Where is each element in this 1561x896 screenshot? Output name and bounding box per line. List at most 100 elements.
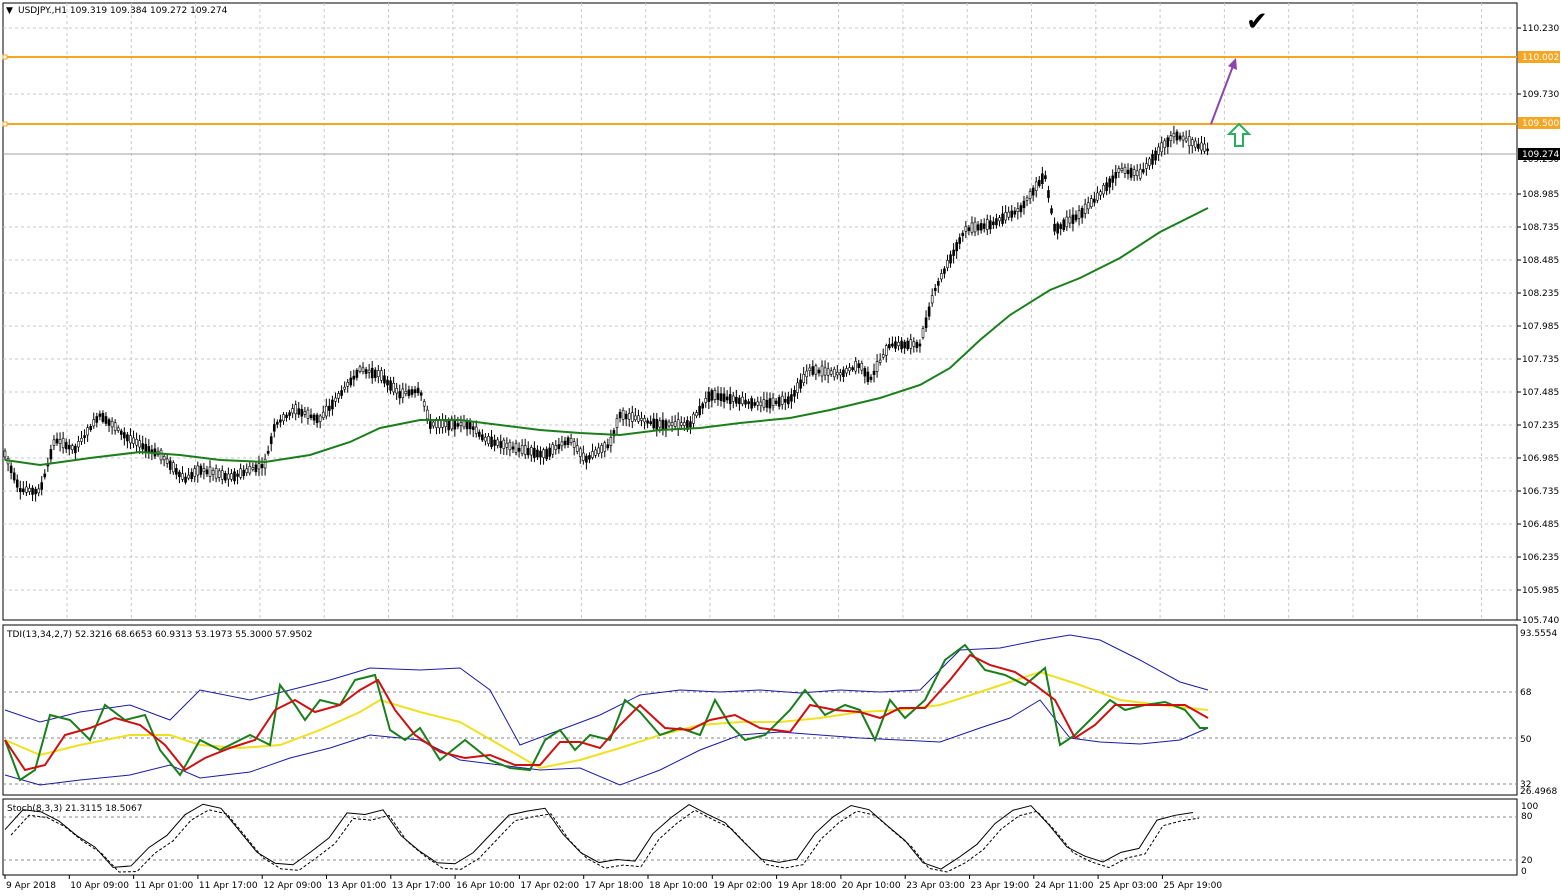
candle	[722, 387, 726, 409]
candle	[1194, 137, 1197, 152]
candle	[548, 443, 551, 461]
candle	[208, 460, 212, 483]
level-label-109500: 109.500	[1518, 117, 1560, 129]
candle	[780, 391, 784, 410]
candle	[964, 221, 968, 239]
candle	[560, 435, 564, 452]
candle	[1010, 205, 1014, 222]
candle	[881, 348, 885, 360]
candle	[312, 413, 316, 425]
candle	[334, 392, 337, 407]
level-line-110002[interactable]	[2, 54, 1517, 60]
candle	[276, 419, 279, 429]
candle	[236, 469, 239, 485]
horizontal-levels[interactable]	[2, 54, 1517, 127]
price-tick-label: 108.485	[1522, 256, 1559, 266]
candle	[224, 470, 227, 484]
candle	[230, 469, 233, 482]
candle	[1132, 165, 1136, 182]
candle	[970, 216, 974, 236]
time-tick-label: 23 Apr 03:00	[906, 881, 965, 891]
candle	[924, 310, 928, 333]
candle	[1007, 206, 1010, 221]
candle	[667, 419, 671, 429]
candle	[829, 367, 833, 377]
stoch-signal-line	[10, 809, 1200, 873]
candle	[1117, 165, 1121, 179]
stoch-axis-20: 20	[1521, 856, 1533, 866]
candle	[790, 388, 793, 409]
candle	[1086, 196, 1090, 215]
stoch-levels	[3, 816, 1517, 861]
candle	[817, 367, 821, 377]
candle	[190, 468, 193, 483]
candle	[768, 392, 772, 414]
tdi-indicator-pane[interactable]: TDI(13,34,2,7) 52.3216 68.6653 60.9313 5…	[2, 624, 1518, 796]
candle	[386, 376, 389, 393]
candle	[1028, 188, 1032, 204]
price-tick-label: 105.740	[1522, 616, 1559, 626]
time-tick-label: 11 Apr 17:00	[199, 881, 258, 891]
candle	[1096, 186, 1099, 204]
chart-header: ▼ USDJPY.,H1 109.319 109.384 109.272 109…	[6, 6, 228, 16]
symbol-ohlc-label: USDJPY.,H1 109.319 109.384 109.272 109.2…	[18, 6, 228, 16]
candle	[1108, 176, 1111, 194]
check-icon[interactable]: ✔	[1246, 7, 1268, 37]
candle	[373, 367, 377, 382]
candle	[1013, 206, 1017, 218]
price-tick-label: 107.235	[1522, 421, 1559, 431]
candle	[297, 401, 301, 418]
time-axis[interactable]: 9 Apr 2018 10 Apr 09:00 11 Apr 01:00 11 Apr…	[4, 875, 1222, 891]
time-tick-label: 13 Apr 01:00	[328, 881, 387, 891]
candle	[40, 476, 44, 496]
price-axis[interactable]: 110.230 109.730 108.985 108.735 108.485 108.2…	[1517, 24, 1560, 626]
candle	[979, 219, 983, 234]
candle	[698, 398, 701, 418]
candle	[471, 422, 475, 438]
candle	[630, 405, 634, 429]
candle	[288, 410, 291, 420]
candle	[851, 365, 854, 372]
candle	[765, 392, 769, 413]
candle	[1068, 209, 1072, 229]
main-price-pane[interactable]: ✔ ▼ USDJPY.,H1 109.319 109.384 109.272 1…	[2, 2, 1518, 621]
candle	[404, 383, 408, 397]
up-arrow-icon[interactable]	[1226, 122, 1252, 147]
candle	[67, 439, 71, 456]
candle	[949, 250, 952, 268]
candle	[1001, 205, 1004, 227]
chart-collapse-marker[interactable]: ▼	[6, 6, 13, 16]
candle	[64, 438, 68, 453]
candle	[86, 424, 89, 442]
candle	[25, 480, 28, 497]
candle	[533, 441, 536, 463]
candle	[487, 433, 490, 447]
candle	[444, 415, 447, 433]
candle	[3, 448, 7, 461]
candle	[214, 464, 218, 483]
candle	[9, 462, 13, 480]
candle	[361, 362, 365, 375]
trend-arrow-icon[interactable]	[1210, 58, 1237, 125]
candle	[95, 412, 99, 428]
candle	[952, 243, 955, 264]
candle	[933, 284, 937, 296]
candle	[456, 416, 460, 430]
candle	[422, 398, 426, 412]
candle	[49, 444, 53, 465]
candle	[741, 391, 744, 407]
candle	[637, 409, 640, 424]
price-tick-label: 106.985	[1522, 454, 1559, 464]
candle	[1154, 147, 1157, 165]
stochastic-pane[interactable]: Stoch(8,3,3) 21.3115 18.5067	[2, 798, 1518, 876]
candle	[187, 467, 190, 481]
candle	[43, 469, 47, 480]
time-tick-label: 17 Apr 02:00	[520, 881, 579, 891]
candle	[98, 410, 102, 421]
candle	[291, 403, 294, 419]
level-line-109500[interactable]	[2, 121, 1517, 127]
candle	[551, 441, 555, 459]
candle	[866, 366, 870, 385]
candle	[719, 387, 723, 407]
